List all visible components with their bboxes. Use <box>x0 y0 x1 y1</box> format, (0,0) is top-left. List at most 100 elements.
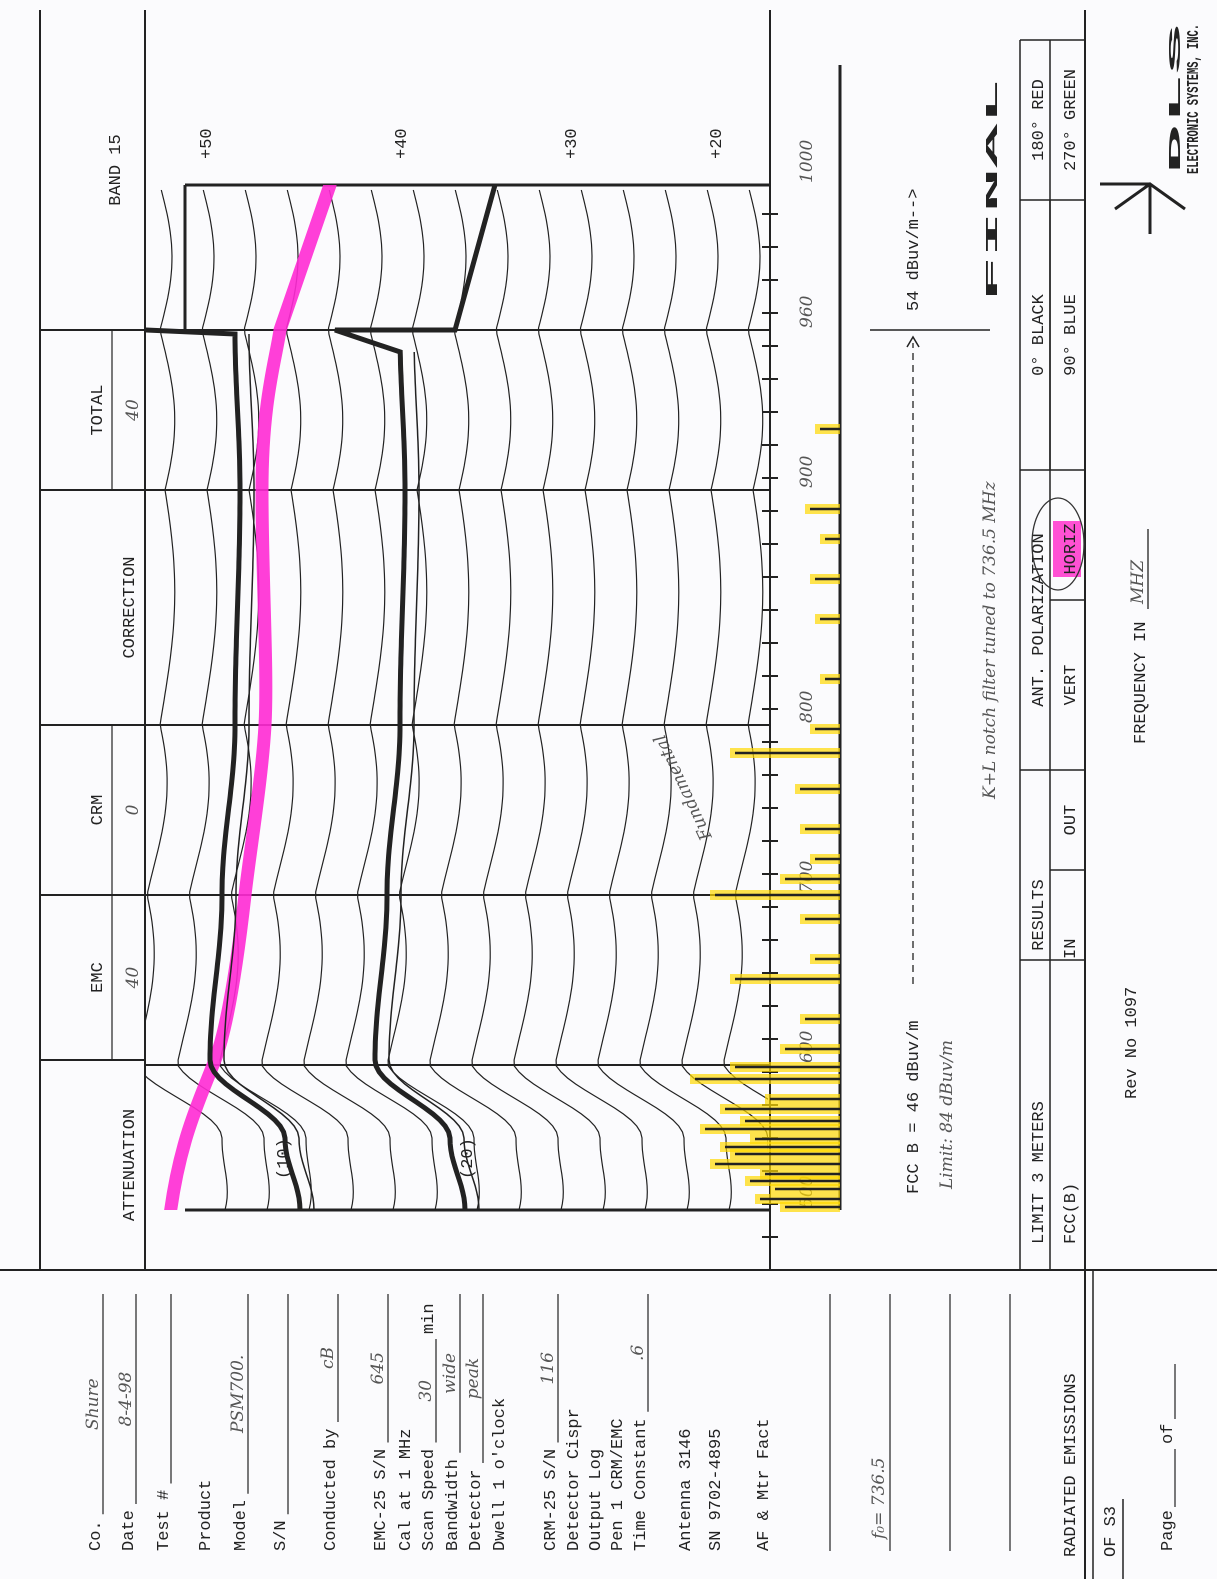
column-value: 40 <box>123 399 143 422</box>
field-label: Detector <box>467 1469 486 1551</box>
field-label: Test # <box>155 1490 174 1551</box>
field-value: wide <box>440 1353 460 1394</box>
field-label: Time Constant <box>632 1418 651 1551</box>
sheet-label: OF S3 <box>1102 1506 1121 1557</box>
frequency-label: 900 <box>797 455 817 488</box>
table-cell: HORIZ <box>1062 523 1081 574</box>
table-head: LIMIT 3 METERS <box>1030 1101 1049 1244</box>
table-head: ANT. POLARIZATION <box>1030 533 1049 706</box>
grid-curve <box>513 189 606 1210</box>
column-label: CRM <box>89 795 108 826</box>
field-label: S/N <box>272 1520 291 1551</box>
field-label: EMC-25 S/N <box>372 1449 391 1551</box>
field-label: Antenna 3146 <box>677 1429 696 1551</box>
field-value: peak <box>463 1358 483 1399</box>
report-title: RADIATED EMISSIONS <box>1062 1373 1081 1557</box>
db-label: +50 <box>198 128 217 159</box>
field-value: 8-4-98 <box>116 1371 136 1426</box>
field-label: Output Log <box>587 1449 606 1551</box>
grid-curve <box>261 189 354 1210</box>
field-label: Date <box>120 1510 139 1551</box>
field-label: Model <box>232 1500 251 1551</box>
field-label: Detector Cispr <box>565 1408 584 1551</box>
axis-unit: MHZ <box>1128 559 1148 605</box>
field-label: Product <box>197 1480 216 1551</box>
field-label: Bandwidth <box>444 1459 463 1551</box>
table-cell: IN <box>1062 939 1081 959</box>
horiz-circle <box>1031 497 1085 591</box>
logo-company: ELECTRONIC SYSTEMS, INC. <box>1185 24 1204 174</box>
column-label: CORRECTION <box>121 556 140 658</box>
revision: Rev No 1097 <box>1123 987 1142 1099</box>
table-cell: VERT <box>1062 665 1081 706</box>
field-value: 645 <box>368 1352 388 1384</box>
column-value: 40 <box>123 967 143 990</box>
final-stamp: FINAL <box>984 79 1003 301</box>
logo: DLS <box>1167 24 1186 174</box>
limit-curve <box>223 334 315 1210</box>
polarization-key: 270° GREEN <box>1062 69 1081 171</box>
limit-curve <box>334 185 498 1210</box>
grid-curve <box>723 189 768 1210</box>
field-value: 116 <box>538 1352 558 1385</box>
field-value: .6 <box>628 1345 648 1361</box>
column-label: ATTENUATION <box>121 1109 140 1221</box>
field-value: 30 <box>416 1380 436 1402</box>
column-value: 0 <box>123 804 143 815</box>
grid-curve <box>597 189 690 1210</box>
grid-curve <box>345 189 438 1210</box>
db-label: +30 <box>563 128 582 159</box>
limit-curve <box>388 351 480 1210</box>
rotated-sheet: ATTENUATION EMC 40 CRM 0 CORRECTION TOTAL 40 BAN… <box>0 10 1217 1579</box>
frequency-label: 800 <box>797 690 817 723</box>
fcc-upper-limit: 54 dBuv/m--> <box>905 189 924 311</box>
db-label: +20 <box>708 128 727 159</box>
limit-note: Limit: 84 dBuv/m <box>937 1040 957 1190</box>
field-label: AF & Mtr Fact <box>755 1418 774 1551</box>
column-label: EMC <box>89 962 108 993</box>
field-label: Dwell 1 o'clock <box>491 1398 510 1551</box>
field-suffix: min <box>420 1303 439 1334</box>
field-label: SN 9702-4895 <box>707 1429 726 1551</box>
field-label: Cal at 1 MHz <box>397 1429 416 1551</box>
notch-note: K+L notch filter tuned to 736.5 MHz <box>980 480 1000 800</box>
frequency-label: 960 <box>797 295 817 328</box>
polarization-key: 180° RED <box>1030 79 1049 161</box>
field-label: Pen 1 CRM/EMC <box>609 1418 628 1551</box>
page-label: Page <box>1159 1510 1178 1551</box>
table-cell: FCC(B) <box>1062 1183 1081 1244</box>
horiz-highlight <box>1053 521 1081 577</box>
grid-curve <box>555 189 648 1210</box>
db-label: +40 <box>393 128 412 159</box>
logo-antenna <box>1100 182 1186 234</box>
grid-curve <box>471 189 564 1210</box>
frequency-label: 1000 <box>797 140 817 183</box>
level-marker: (20) <box>459 1138 478 1179</box>
field-label: CRM-25 S/N <box>542 1449 561 1551</box>
arrow-head <box>906 335 920 348</box>
field-label: Scan Speed <box>420 1449 439 1551</box>
frequency-note: f₀= 736.5 <box>869 1458 889 1541</box>
fcc-limit: FCC B = 46 dBuv/m <box>905 1021 924 1194</box>
limit-curve <box>146 327 303 1210</box>
grid-curve <box>639 189 732 1210</box>
table-cell: OUT <box>1062 805 1081 836</box>
of-label: of <box>1159 1424 1178 1444</box>
plot-curves <box>146 185 768 1210</box>
grid-curve <box>303 189 396 1210</box>
grid-curve <box>429 189 522 1210</box>
grid-curve <box>681 189 768 1210</box>
grid-curve <box>146 189 228 1210</box>
table-head: RESULTS <box>1030 879 1049 950</box>
field-value: cB <box>318 1347 338 1369</box>
polarization-key: 0° BLACK <box>1030 293 1049 375</box>
column-label: TOTAL <box>89 384 108 435</box>
field-value: PSM700. <box>228 1355 248 1434</box>
field-label: Conducted by <box>322 1429 341 1551</box>
grid-curve <box>387 189 480 1210</box>
axis-title: FREQUENCY IN <box>1132 622 1151 744</box>
polarization-key: 90° BLUE <box>1062 294 1081 376</box>
fundamental-note: Fundamental <box>650 731 717 844</box>
